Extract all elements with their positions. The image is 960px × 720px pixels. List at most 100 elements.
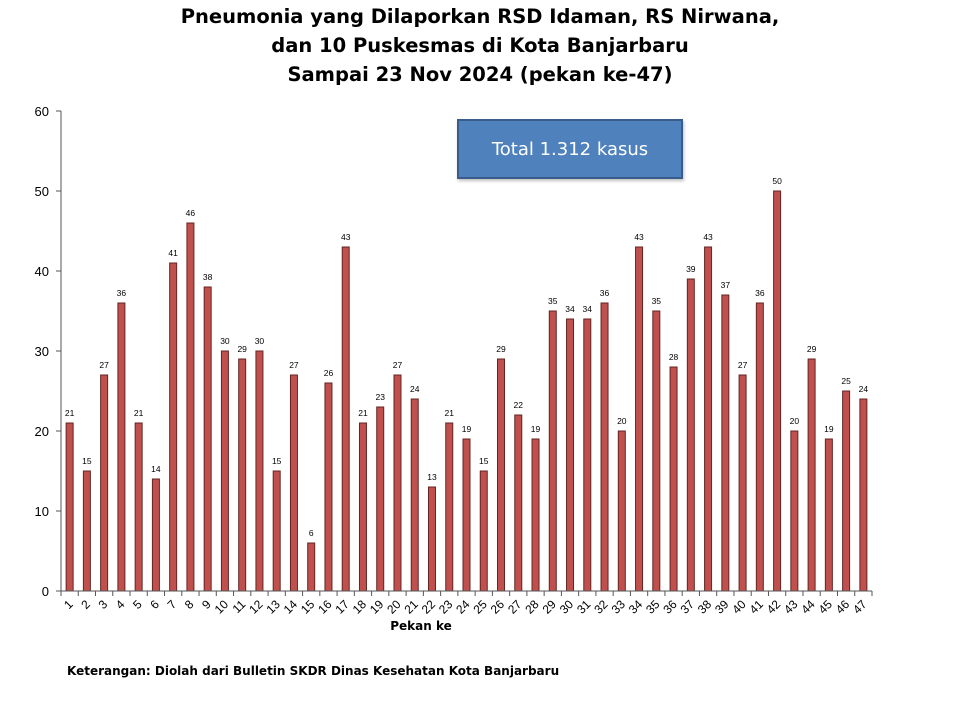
x-axis-label: Pekan ke [390, 619, 452, 633]
x-tick-label: 4 [113, 597, 128, 612]
bar [686, 278, 695, 592]
bar-value-label: 24 [410, 384, 420, 394]
y-tick-label: 30 [35, 344, 49, 359]
bar-value-label: 19 [531, 424, 541, 434]
bar-value-label: 21 [65, 408, 75, 418]
bar [790, 430, 799, 592]
bar-value-label: 43 [341, 232, 351, 242]
bar [824, 438, 833, 592]
y-tick-label: 0 [42, 584, 49, 599]
bar [65, 422, 74, 592]
bar-value-label: 27 [99, 360, 109, 370]
total-cases-box: Total 1.312 kasus [457, 119, 683, 179]
x-tick-label: 1 [61, 597, 76, 612]
bar [445, 422, 454, 592]
bar-value-label: 27 [738, 360, 748, 370]
bar [704, 246, 713, 592]
bar [755, 302, 764, 592]
bar [324, 382, 333, 592]
bar-value-label: 13 [427, 472, 437, 482]
bar-value-label: 20 [617, 416, 627, 426]
bar-value-label: 15 [82, 456, 92, 466]
x-tick-label: 9 [199, 597, 214, 612]
source-note: Keterangan: Diolah dari Bulletin SKDR Di… [67, 664, 560, 678]
bar [600, 302, 609, 592]
bar [100, 374, 109, 592]
bar-value-label: 29 [807, 344, 817, 354]
bar [255, 350, 264, 592]
y-tick-label: 20 [35, 424, 49, 439]
bar-value-label: 36 [755, 288, 765, 298]
bar [376, 406, 385, 592]
bar-value-label: 25 [841, 376, 851, 386]
y-tick-label: 40 [35, 264, 49, 279]
x-axis: 1 2 3 4 5 6 7 8 91011121314151617181920212223242… [60, 590, 873, 617]
bar-value-label: 41 [168, 248, 178, 258]
bar-value-label: 46 [186, 208, 196, 218]
bar [617, 430, 626, 592]
bar-value-label: 27 [289, 360, 299, 370]
bar [531, 438, 540, 592]
y-axis: 0 10 20 30 40 50 60 [35, 104, 62, 599]
bar-value-label: 20 [790, 416, 800, 426]
bar [341, 246, 350, 592]
bar-value-label: 43 [703, 232, 713, 242]
bar-value-label: 34 [583, 304, 593, 314]
bar [514, 414, 523, 592]
bar [410, 398, 419, 592]
x-tick-label: 47 [850, 597, 870, 617]
bar [773, 190, 782, 592]
bar [134, 422, 143, 592]
bar-value-label: 26 [324, 368, 334, 378]
x-tick-label: 5 [130, 597, 145, 612]
bar [289, 374, 298, 592]
bar [82, 470, 91, 592]
bar [497, 358, 506, 592]
bar-value-label: 35 [548, 296, 558, 306]
chart-title: Pneumonia yang Dilaporkan RSD Idaman, RS… [0, 2, 960, 89]
bar [169, 262, 178, 592]
chart-title-line-3: Sampai 23 Nov 2024 (pekan ke-47) [287, 63, 673, 86]
bar [807, 358, 816, 592]
chart-title-line-2: dan 10 Puskesmas di Kota Banjarbaru [271, 34, 689, 57]
x-tick-label: 6 [147, 597, 162, 612]
bar-value-label: 22 [514, 400, 524, 410]
bar-value-label: 21 [358, 408, 368, 418]
bar-value-label: 28 [669, 352, 679, 362]
bar-value-label: 34 [565, 304, 575, 314]
bar [203, 286, 212, 592]
bar-value-label: 38 [203, 272, 213, 282]
bar-value-label: 29 [237, 344, 247, 354]
bar-value-label: 30 [220, 336, 230, 346]
bar [117, 302, 126, 592]
bar-value-label: 37 [721, 280, 731, 290]
bar-value-label: 39 [686, 264, 696, 274]
bar-value-label: 6 [309, 528, 314, 538]
bar-value-label: 15 [272, 456, 282, 466]
bar-value-label: 24 [859, 384, 869, 394]
bar [272, 470, 281, 592]
x-tick-label: 3 [96, 597, 111, 612]
x-tick-label: 2 [78, 597, 93, 612]
bar [548, 310, 557, 592]
bar-value-label: 43 [634, 232, 644, 242]
bar [307, 542, 316, 592]
bar [721, 294, 730, 592]
y-tick-label: 50 [35, 184, 49, 199]
x-tick-label: 7 [165, 597, 180, 612]
bar [393, 374, 402, 592]
bar-value-label: 15 [479, 456, 489, 466]
total-cases-label: Total 1.312 kasus [491, 138, 649, 160]
bar [238, 358, 247, 592]
bar-value-label: 35 [652, 296, 662, 306]
y-tick-label: 10 [35, 504, 49, 519]
bar-value-label: 30 [255, 336, 265, 346]
bar [652, 310, 661, 592]
bar-value-label: 21 [445, 408, 455, 418]
chart-title-line-1: Pneumonia yang Dilaporkan RSD Idaman, RS… [180, 5, 780, 28]
bar-value-label: 19 [824, 424, 834, 434]
bar-value-label: 29 [496, 344, 506, 354]
bar-value-label: 36 [600, 288, 610, 298]
bar-value-label: 36 [117, 288, 127, 298]
